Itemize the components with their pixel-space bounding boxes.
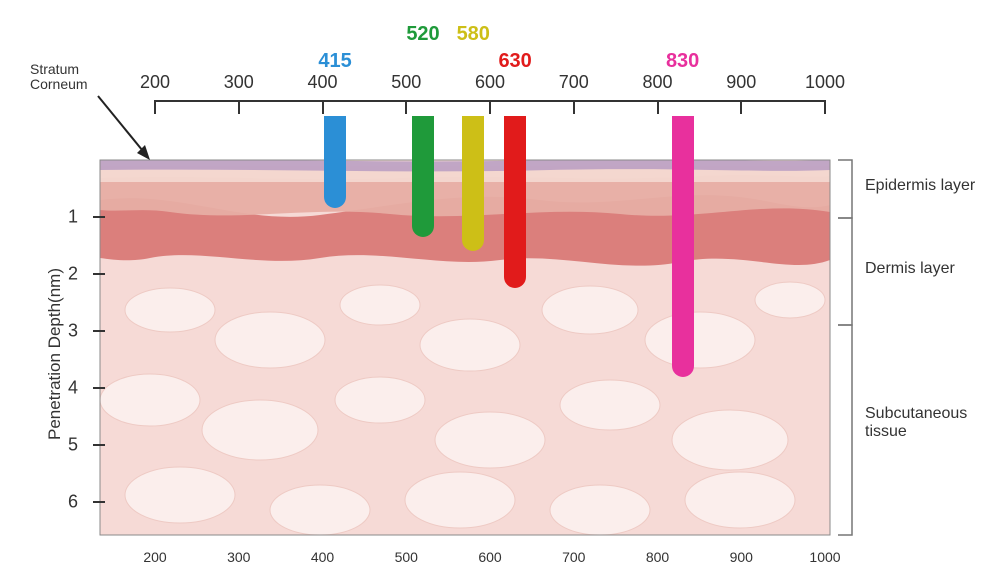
x-tick-label: 600	[475, 72, 505, 93]
bar-630nm	[504, 116, 526, 288]
x-tick-label: 1000	[805, 72, 845, 93]
x-bottom-label: 300	[227, 549, 250, 565]
sc-label-line1: Stratum	[30, 61, 79, 77]
stratum-corneum-label: Stratum Corneum	[30, 62, 88, 93]
x-tick	[657, 100, 659, 114]
layer-label: Dermis layer	[865, 260, 955, 278]
y-tick	[93, 444, 105, 446]
y-tick	[93, 387, 105, 389]
x-tick-label: 900	[726, 72, 756, 93]
x-tick-label: 700	[559, 72, 589, 93]
y-tick-label: 2	[58, 264, 78, 285]
x-tick	[824, 100, 826, 114]
x-tick-label: 800	[642, 72, 672, 93]
wavelength-label-580: 580	[457, 23, 490, 46]
y-tick	[93, 330, 105, 332]
bar-415nm	[324, 116, 346, 208]
y-tick	[93, 273, 105, 275]
y-tick-label: 1	[58, 207, 78, 228]
x-tick	[740, 100, 742, 114]
wavelength-label-830: 830	[666, 50, 699, 73]
x-tick	[405, 100, 407, 114]
x-tick-label: 200	[140, 72, 170, 93]
x-tick	[238, 100, 240, 114]
x-tick-label: 300	[224, 72, 254, 93]
x-bottom-label: 900	[730, 549, 753, 565]
x-tick	[322, 100, 324, 114]
x-bottom-label: 200	[143, 549, 166, 565]
x-bottom-label: 600	[478, 549, 501, 565]
y-tick-label: 5	[58, 435, 78, 456]
subcutaneous-blobs	[100, 282, 825, 535]
y-tick	[93, 501, 105, 503]
x-tick-label: 400	[307, 72, 337, 93]
wavelength-label-415: 415	[318, 50, 351, 73]
x-bottom-label: 700	[562, 549, 585, 565]
y-tick-label: 4	[58, 378, 78, 399]
layer-label: Subcutaneous tissue	[865, 405, 967, 441]
y-tick	[93, 216, 105, 218]
wavelength-label-630: 630	[498, 50, 531, 73]
diagram-canvas: { "canvas": { "width": 1000, "height": 5…	[0, 0, 1000, 570]
y-tick-label: 6	[58, 492, 78, 513]
wavelength-label-520: 520	[406, 23, 439, 46]
x-bottom-label: 500	[395, 549, 418, 565]
sc-label-line2: Corneum	[30, 76, 88, 92]
x-bottom-label: 1000	[809, 549, 840, 565]
layer-label: Epidermis layer	[865, 177, 975, 195]
bar-580nm	[462, 116, 484, 251]
bar-520nm	[412, 116, 434, 237]
y-axis-title: Penetration Depth(nm)	[45, 268, 65, 440]
x-bottom-label: 800	[646, 549, 669, 565]
x-tick	[489, 100, 491, 114]
stratum-corneum-arrow	[98, 96, 150, 160]
x-bottom-label: 400	[311, 549, 334, 565]
x-tick	[154, 100, 156, 114]
x-tick-label: 500	[391, 72, 421, 93]
layer-brackets	[838, 160, 852, 535]
y-tick-label: 3	[58, 321, 78, 342]
bar-830nm	[672, 116, 694, 377]
x-tick	[573, 100, 575, 114]
